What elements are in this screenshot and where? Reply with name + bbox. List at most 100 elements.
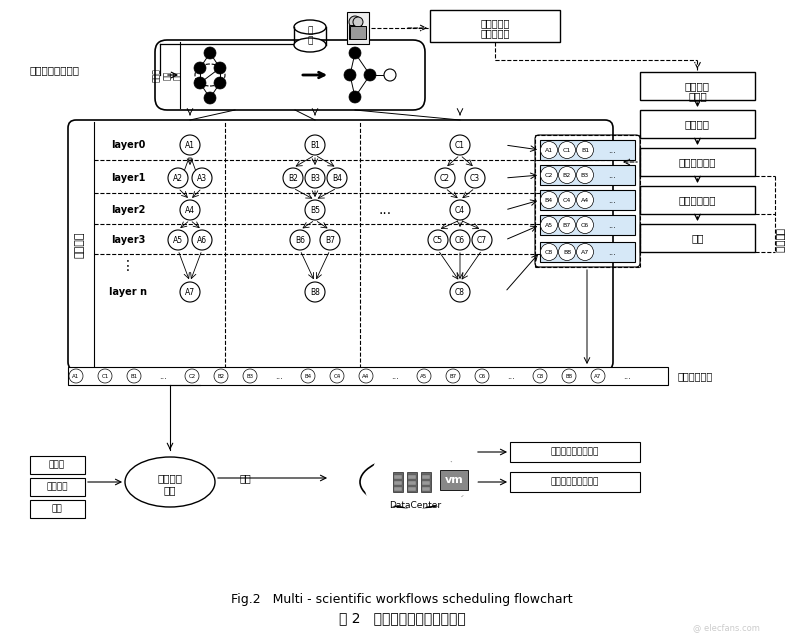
Text: A4: A4 — [580, 198, 589, 202]
Circle shape — [204, 92, 216, 104]
Text: ⋮: ⋮ — [121, 259, 135, 273]
Circle shape — [168, 230, 188, 250]
Text: ...: ... — [607, 195, 615, 205]
Text: C2: C2 — [188, 374, 195, 378]
FancyBboxPatch shape — [393, 481, 402, 485]
FancyBboxPatch shape — [639, 186, 754, 214]
Circle shape — [558, 216, 575, 234]
FancyBboxPatch shape — [540, 242, 634, 262]
FancyBboxPatch shape — [30, 500, 85, 518]
Text: C8: C8 — [536, 374, 543, 378]
Text: 安全性: 安全性 — [49, 461, 65, 470]
Circle shape — [359, 369, 373, 383]
Text: 生成调度方案: 生成调度方案 — [678, 195, 715, 205]
FancyBboxPatch shape — [393, 472, 402, 492]
Circle shape — [475, 369, 488, 383]
Circle shape — [576, 141, 593, 159]
Text: B2: B2 — [562, 173, 570, 177]
Text: B7: B7 — [324, 236, 335, 244]
Text: 生成调度序列: 生成调度序列 — [678, 157, 715, 167]
Circle shape — [576, 243, 593, 260]
FancyBboxPatch shape — [422, 475, 430, 479]
Circle shape — [532, 369, 546, 383]
Text: 用
户: 用 户 — [307, 26, 312, 45]
Circle shape — [304, 282, 324, 302]
Circle shape — [434, 168, 454, 188]
Text: C8: C8 — [454, 287, 464, 296]
Text: 提交多科学工作流: 提交多科学工作流 — [30, 65, 80, 75]
Circle shape — [180, 135, 200, 155]
Circle shape — [349, 47, 361, 59]
Text: B8: B8 — [565, 374, 572, 378]
Circle shape — [214, 62, 226, 74]
FancyBboxPatch shape — [421, 472, 430, 492]
Circle shape — [446, 369, 459, 383]
Text: A3: A3 — [197, 173, 207, 182]
Text: layer3: layer3 — [111, 235, 145, 245]
Text: ...: ... — [607, 145, 615, 154]
Circle shape — [327, 168, 347, 188]
Circle shape — [558, 191, 575, 209]
Circle shape — [540, 166, 556, 184]
Bar — [349, 26, 365, 39]
Circle shape — [450, 282, 470, 302]
FancyBboxPatch shape — [639, 72, 754, 100]
FancyBboxPatch shape — [430, 10, 560, 42]
Text: A7: A7 — [593, 374, 601, 378]
Circle shape — [558, 166, 575, 184]
Circle shape — [290, 230, 310, 250]
Text: B1: B1 — [581, 147, 589, 152]
Text: ...: ... — [378, 203, 391, 217]
Circle shape — [300, 369, 315, 383]
Text: C2: C2 — [439, 173, 450, 182]
Circle shape — [349, 91, 361, 103]
Text: @ elecfans.com: @ elecfans.com — [692, 623, 759, 632]
FancyBboxPatch shape — [407, 487, 415, 491]
FancyBboxPatch shape — [422, 487, 430, 491]
Circle shape — [450, 230, 470, 250]
Circle shape — [393, 466, 437, 510]
Text: ...: ... — [159, 371, 167, 381]
FancyBboxPatch shape — [30, 478, 85, 496]
Circle shape — [384, 69, 396, 81]
Text: ...: ... — [390, 371, 398, 381]
Text: C1: C1 — [101, 374, 108, 378]
Text: layer n: layer n — [109, 287, 147, 297]
Text: C4: C4 — [562, 198, 570, 202]
FancyBboxPatch shape — [639, 110, 754, 138]
Circle shape — [364, 69, 376, 81]
Circle shape — [353, 17, 362, 27]
Text: 提交了新的: 提交了新的 — [479, 18, 509, 28]
Circle shape — [540, 191, 556, 209]
Circle shape — [540, 216, 556, 234]
Circle shape — [320, 230, 340, 250]
Text: 调度: 调度 — [691, 233, 703, 243]
Text: B1: B1 — [130, 374, 137, 378]
Text: 流压缩: 流压缩 — [687, 91, 706, 101]
Text: 分层计算: 分层计算 — [75, 232, 85, 259]
FancyBboxPatch shape — [422, 481, 430, 485]
Circle shape — [442, 460, 478, 496]
Text: ...: ... — [607, 248, 615, 257]
Text: A6: A6 — [197, 236, 207, 244]
Circle shape — [450, 200, 470, 220]
Circle shape — [540, 243, 556, 260]
FancyBboxPatch shape — [393, 475, 402, 479]
Circle shape — [180, 200, 200, 220]
Text: layer2: layer2 — [111, 205, 145, 215]
FancyBboxPatch shape — [639, 224, 754, 252]
Bar — [347, 12, 369, 44]
Text: B8: B8 — [310, 287, 320, 296]
Circle shape — [344, 69, 356, 81]
Text: 调度: 调度 — [238, 473, 251, 483]
Text: 分层合并: 分层合并 — [774, 227, 784, 253]
FancyBboxPatch shape — [540, 165, 634, 185]
Circle shape — [417, 369, 430, 383]
Text: A7: A7 — [580, 250, 589, 255]
Text: ...: ... — [275, 371, 283, 381]
Text: B7: B7 — [449, 374, 456, 378]
Circle shape — [192, 230, 212, 250]
Circle shape — [372, 447, 427, 503]
Text: C1: C1 — [454, 141, 464, 150]
Text: 分层计算: 分层计算 — [684, 119, 709, 129]
